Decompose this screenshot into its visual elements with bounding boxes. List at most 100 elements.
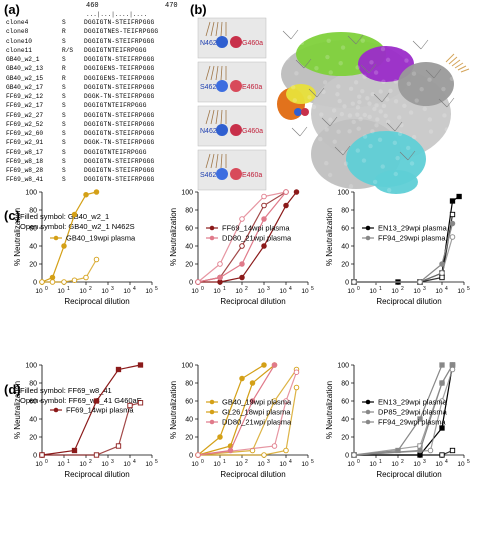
x-tick-base: 10	[457, 461, 465, 468]
y-tick-label: 80	[185, 381, 193, 388]
x-tick-exponent: 4	[133, 286, 136, 292]
x-tick-exponent: 1	[379, 459, 382, 465]
glycan-stick	[205, 109, 211, 125]
data-point-filled	[217, 434, 223, 440]
data-point-filled	[249, 398, 256, 404]
surface-blob	[374, 170, 418, 194]
alignment-row-tag: R	[62, 65, 66, 73]
inset-right-label: G460a	[242, 40, 263, 47]
x-tick-exponent: 3	[267, 459, 270, 465]
surface-texture-dot	[397, 115, 402, 120]
glycan-line	[381, 92, 390, 103]
residue-460a	[230, 36, 242, 48]
y-tick-label: 20	[341, 435, 349, 442]
trimer-surface	[277, 29, 470, 194]
surface-texture-dot	[422, 106, 427, 112]
data-point-open	[127, 402, 133, 409]
data-point-open	[271, 443, 278, 449]
y-tick-label: 0	[345, 453, 349, 460]
inset-right-label: E460a	[242, 172, 262, 179]
alignment-row-tag: S	[62, 19, 66, 26]
x-tick-base: 10	[191, 288, 199, 295]
legend-marker	[365, 419, 371, 425]
y-tick-label: 60	[341, 226, 349, 233]
glycan-stick	[205, 65, 211, 81]
y-tick-label: 80	[185, 208, 193, 215]
alignment-row: GB40_w2_13 R DGGIGENS-TEIFRPGGG	[6, 64, 206, 73]
x-tick-exponent: 0	[45, 459, 48, 465]
inset-right-label: E460a	[242, 84, 262, 91]
ruler-460: 460	[86, 2, 99, 10]
alignment-row-tag: S	[62, 102, 66, 110]
alignment-row-sequence: DGGIGTN-STEIFRPGGG	[84, 176, 155, 184]
legend-label: DD80_21wpi plasma	[222, 234, 292, 243]
surface-texture-dot	[384, 97, 390, 102]
data-point-filled	[71, 447, 78, 454]
surface-texture-dot	[338, 61, 343, 66]
alignment-row-sequence: DGGIGTNTEIFRPGGG	[84, 46, 147, 54]
x-tick-base: 10	[413, 461, 421, 468]
y-tick-label: 80	[29, 381, 37, 388]
surface-texture-dot	[383, 113, 388, 119]
y-tick-label: 0	[33, 453, 37, 460]
glycan-line	[290, 29, 299, 40]
data-point-filled	[456, 193, 462, 200]
glycan-line	[386, 122, 396, 132]
alignment-row: clone10 S DGGIGTN-STEIFRPGGG	[6, 37, 206, 46]
data-point-filled	[417, 416, 423, 422]
data-point-filled	[217, 279, 223, 285]
data-point-open	[261, 193, 267, 200]
surface-texture-dot	[402, 103, 407, 108]
legend-marker	[365, 409, 371, 415]
surface-texture-dot	[409, 161, 415, 166]
alignment-row-name: FF69_w8_17	[6, 148, 44, 156]
surface-texture-dot	[303, 131, 309, 136]
data-point-open	[449, 211, 456, 218]
data-point-open	[351, 279, 357, 285]
legend-marker	[209, 419, 215, 425]
alignment-row-name: FF69_w2_12	[6, 93, 44, 100]
surface-texture-dot	[372, 106, 377, 112]
alignment-row: clone8 R DGGIGTNES-TEIFRPGGG	[6, 27, 206, 36]
x-tick-exponent: 1	[223, 459, 226, 465]
surface-texture-dot	[297, 141, 302, 146]
x-tick-base: 10	[191, 461, 199, 468]
surface-texture-dot	[386, 187, 392, 193]
x-tick-base: 10	[123, 288, 131, 295]
surface-texture-dot	[419, 87, 424, 92]
alignment-row-tag: S	[62, 139, 66, 147]
alignment-row-name: FF69_w2_52	[6, 120, 44, 128]
alignment-row-sequence: DGGIGTNES-TEIFRPGGG	[84, 28, 159, 36]
y-tick-label: 40	[341, 244, 349, 251]
surface-texture-dot	[355, 105, 361, 110]
legend-label: FF69_14wpi plasma	[66, 406, 134, 415]
surface-texture-dot	[350, 101, 356, 106]
surface-texture-dot	[380, 46, 386, 52]
alignment-row: FF69_w8_41 S DGGIGTN-STEIFRPGGG	[6, 175, 206, 184]
alignment-row: FF69_w2_12 S DGGK-TN-STEIFRPGGG	[6, 92, 206, 101]
glycan-line	[355, 34, 364, 45]
surface-texture-dot	[347, 113, 353, 118]
x-tick-exponent: 4	[445, 459, 448, 465]
surface-texture-dot	[433, 157, 438, 162]
y-tick-label: 60	[341, 399, 349, 406]
data-point-open	[93, 256, 100, 263]
x-tick-base: 10	[257, 461, 265, 468]
series-line-open	[354, 236, 454, 283]
data-point-filled	[439, 362, 445, 368]
x-tick-exponent: 3	[423, 286, 426, 292]
surface-texture-dot	[377, 137, 383, 143]
x-tick-base: 10	[457, 288, 465, 295]
surface-texture-dot	[373, 70, 379, 75]
alignment-row-name: clone11	[6, 46, 32, 54]
surface-texture-dot	[299, 40, 305, 46]
surface-texture-dot	[365, 96, 370, 101]
surface-texture-dot	[348, 184, 354, 189]
glycan-line	[407, 150, 416, 161]
alignment-row-sequence: DGGIGTN-STEIFRPGGG	[84, 111, 155, 119]
x-tick-base: 10	[413, 288, 421, 295]
data-point-open	[261, 202, 267, 209]
